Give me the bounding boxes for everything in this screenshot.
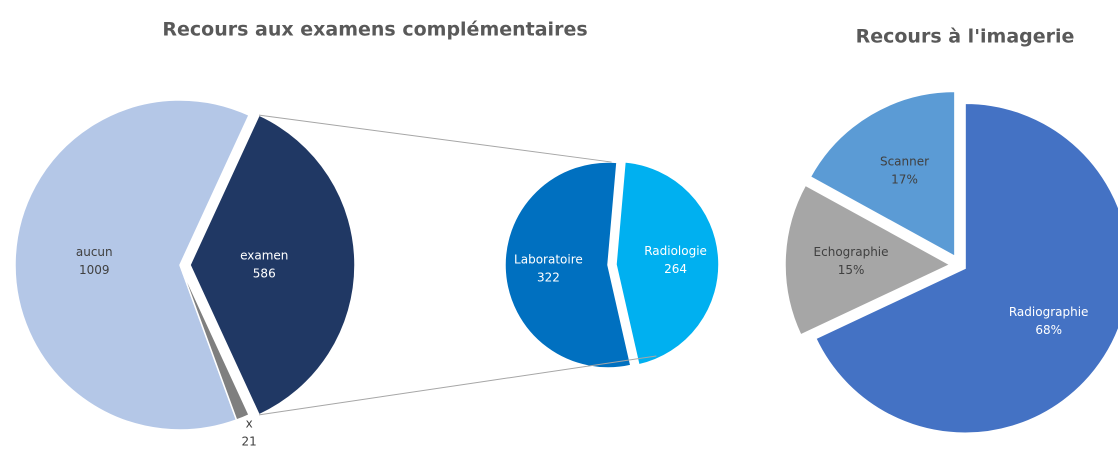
connector: [258, 114, 612, 163]
pie-slice: [504, 161, 632, 369]
slice-value: 586: [253, 267, 276, 281]
pie-slice: [189, 114, 356, 416]
pie-slice: [179, 264, 251, 421]
slice-value: 15%: [838, 263, 865, 277]
slice-label: Radiologie: [644, 244, 707, 258]
slice-label: examen: [240, 249, 288, 263]
slice-value: 1009: [79, 263, 110, 277]
pie-slice: [784, 184, 952, 336]
pie-slice: [814, 102, 1118, 434]
chart-title: Recours aux examens complémentaires: [162, 19, 587, 41]
slice-value: 17%: [891, 173, 918, 187]
slice-value: 68%: [1035, 323, 1062, 337]
slice-label: aucun: [76, 245, 113, 259]
connector: [258, 355, 657, 416]
slice-value: 322: [537, 271, 560, 285]
slice-label: Laboratoire: [514, 253, 583, 267]
chart-title: Recours à l'imagerie: [856, 26, 1075, 48]
slice-value: 264: [664, 262, 687, 276]
pie-slice: [14, 99, 251, 431]
slice-label: Scanner: [880, 155, 929, 169]
pie-slice: [809, 90, 956, 258]
pie-slice: [615, 161, 720, 366]
slice-label: x: [246, 416, 253, 430]
slice-value: 21: [241, 434, 256, 448]
slice-label: Echographie: [814, 245, 889, 259]
slice-label: Radiographie: [1009, 305, 1089, 319]
